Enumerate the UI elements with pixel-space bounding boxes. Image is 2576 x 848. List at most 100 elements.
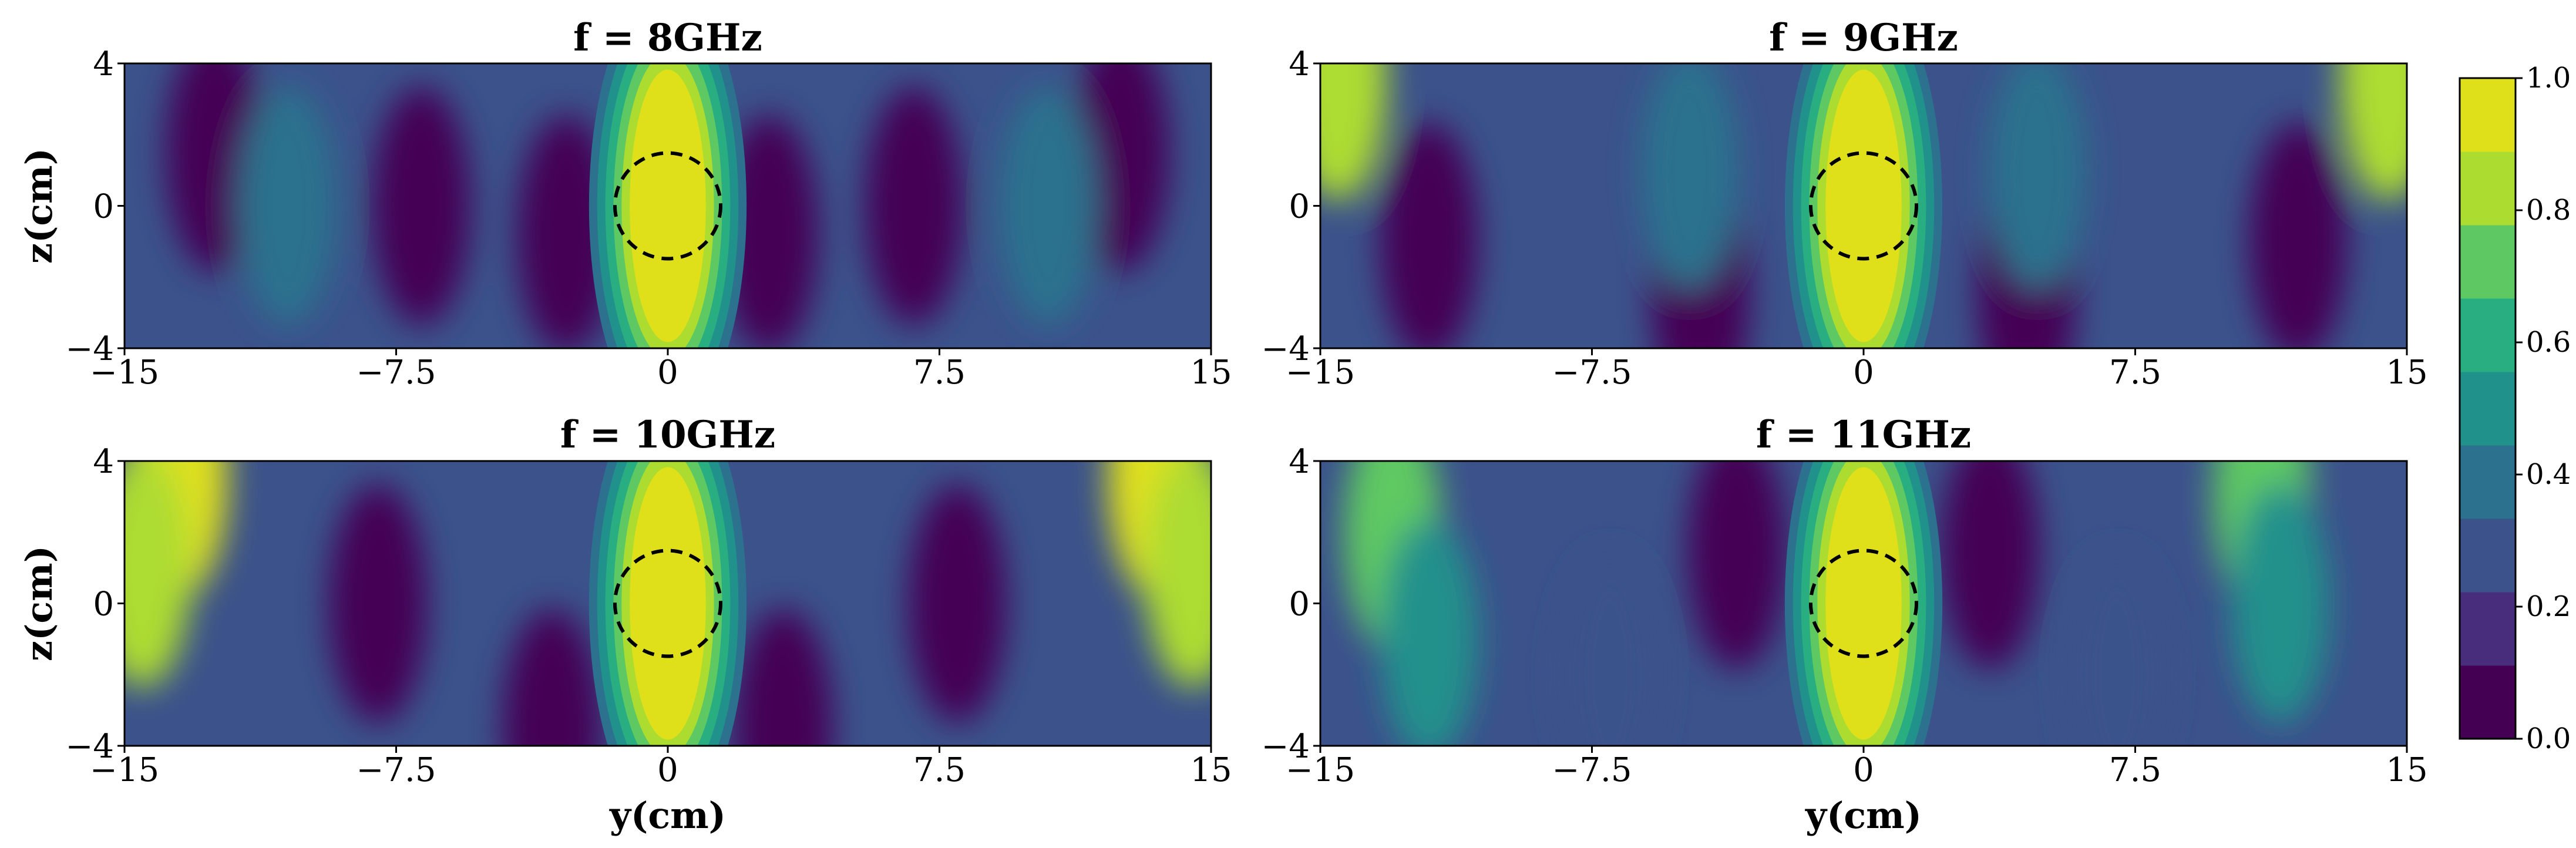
heatmap-lobe [1941, 461, 2040, 670]
y-tick-label: −4 [1261, 330, 1310, 368]
panel-f8: f = 8GHz −15 −7.5 0 7.5 15 4 0 −4 z(cm) [18, 16, 1232, 392]
x-tick-label: −7.5 [357, 751, 436, 789]
y-tick-label: 0 [93, 188, 114, 226]
heatmap-lobe [1380, 519, 1478, 746]
heatmap-area [125, 63, 1211, 348]
colorbar-level [2460, 225, 2516, 299]
heatmap-area [1320, 63, 2407, 348]
x-tick-label: −15 [90, 751, 159, 789]
colorbar-tick-label: 1.0 [2526, 62, 2571, 95]
x-tick-label: 7.5 [2109, 354, 2161, 392]
heatmap-beam [588, 63, 747, 348]
y-tick-label: 4 [1289, 443, 1310, 481]
heatmap-lobes [1344, 461, 2329, 746]
y-tick-label: 0 [93, 585, 114, 624]
target-circle [1809, 548, 1918, 658]
heatmap-lobe [735, 608, 833, 746]
heatmap-lobe [125, 461, 192, 688]
heatmap-lobe [2249, 122, 2348, 348]
colorbar-tick-label: 0.2 [2526, 590, 2571, 623]
colorbar-frame [2459, 77, 2517, 740]
beam-contour [1825, 467, 1902, 740]
heatmap-lobe [238, 86, 337, 326]
heatmap-lobe [1687, 461, 1786, 670]
x-tick-label: 0 [1853, 751, 1874, 789]
y-tick-labels: 4 0 −4 [65, 443, 125, 766]
x-tick-label: 15 [2386, 751, 2427, 789]
y-axis-label: z(cm) [18, 148, 60, 264]
beam-contour [630, 69, 706, 342]
y-tick-label: −4 [65, 728, 114, 766]
x-tick-label: 0 [657, 354, 678, 392]
y-tick-label: 0 [1289, 585, 1310, 624]
heatmap-lobe [2339, 63, 2407, 201]
x-tick-label: 7.5 [2109, 751, 2161, 789]
target-circle [613, 548, 722, 658]
colorbar-level [2460, 298, 2516, 372]
colorbar-level [2460, 592, 2516, 666]
x-tick-labels: −15 −7.5 0 7.5 15 [1286, 348, 2428, 392]
panel-title: f = 8GHz [573, 16, 762, 60]
colorbar-level [2460, 445, 2516, 519]
heatmap-lobe [1144, 461, 1211, 688]
y-tick-label: 4 [93, 443, 114, 481]
x-axis-label: y(cm) [609, 794, 726, 837]
heatmap-lobe [1380, 122, 1478, 348]
y-tick-label: −4 [65, 330, 114, 368]
x-tick-label: −15 [1286, 751, 1355, 789]
target-circle [613, 151, 722, 261]
colorbar-level [2460, 665, 2516, 739]
colorbar-level [2460, 152, 2516, 226]
heatmap-lobe [909, 483, 1007, 724]
heatmap-beam [588, 461, 747, 746]
y-tick-label: 0 [1289, 188, 1310, 226]
x-tick-label: 15 [2386, 354, 2427, 392]
colorbar: 0.0 0.2 0.4 0.6 0.8 1.0 [2459, 62, 2571, 755]
x-tick-label: −7.5 [1552, 354, 1632, 392]
heatmap-beam [1784, 63, 1943, 348]
heatmap-lobes [125, 461, 1211, 746]
x-tick-label: 0 [1853, 354, 1874, 392]
colorbar-tick-labels: 0.0 0.2 0.4 0.6 0.8 1.0 [2516, 62, 2571, 755]
beam-contour [630, 467, 706, 740]
colorbar-level [2460, 78, 2516, 152]
colorbar-tick-label: 0.0 [2526, 722, 2571, 755]
heatmap-lobes [1320, 63, 2407, 348]
heatmap-lobe [329, 483, 427, 724]
target-circle [1809, 151, 1918, 261]
colorbar-level [2460, 372, 2516, 446]
heatmap-lobe [1988, 63, 2087, 290]
x-tick-labels: −15 −7.5 0 7.5 15 [90, 348, 1232, 392]
x-tick-label: −15 [1286, 354, 1355, 392]
x-tick-label: −15 [90, 354, 159, 392]
x-tick-label: 0 [657, 751, 678, 789]
heatmap-area [1320, 461, 2407, 746]
heatmap-lobe [999, 86, 1097, 326]
y-tick-labels: 4 0 −4 [1261, 45, 1320, 368]
beam-contour [1825, 69, 1902, 342]
heatmap-lobe [1320, 63, 1388, 201]
panel-title: f = 10GHz [560, 413, 775, 457]
heatmap-lobe [1640, 63, 1739, 290]
heatmap-lobe [372, 86, 470, 326]
colorbar-tick-label: 0.6 [2526, 326, 2571, 359]
x-tick-label: −7.5 [357, 354, 436, 392]
heatmap-lobe [1561, 555, 1659, 746]
x-tick-labels: −15 −7.5 0 7.5 15 [90, 746, 1232, 789]
panel-f11: f = 11GHz −15 −7.5 0 7.5 15 4 0 −4 y(cm) [1261, 413, 2427, 837]
heatmap-area [125, 461, 1211, 746]
heatmap-lobe [2231, 483, 2329, 724]
x-tick-label: −7.5 [1552, 751, 1632, 789]
y-tick-labels: 4 0 −4 [65, 45, 125, 368]
y-tick-label: 4 [1289, 45, 1310, 83]
panel-f10: f = 10GHz −15 −7.5 0 7.5 15 4 0 −4 z(cm) y(cm) [18, 413, 1232, 837]
panel-title: f = 9GHz [1769, 16, 1958, 60]
heatmap-beam [1784, 461, 1943, 746]
heatmap-lobe [503, 608, 601, 746]
heatmap-lobes [166, 63, 1170, 348]
y-tick-label: −4 [1261, 728, 1310, 766]
colorbar-levels [2460, 78, 2516, 739]
heatmap-lobe [865, 86, 963, 326]
panel-title: f = 11GHz [1756, 413, 1971, 457]
